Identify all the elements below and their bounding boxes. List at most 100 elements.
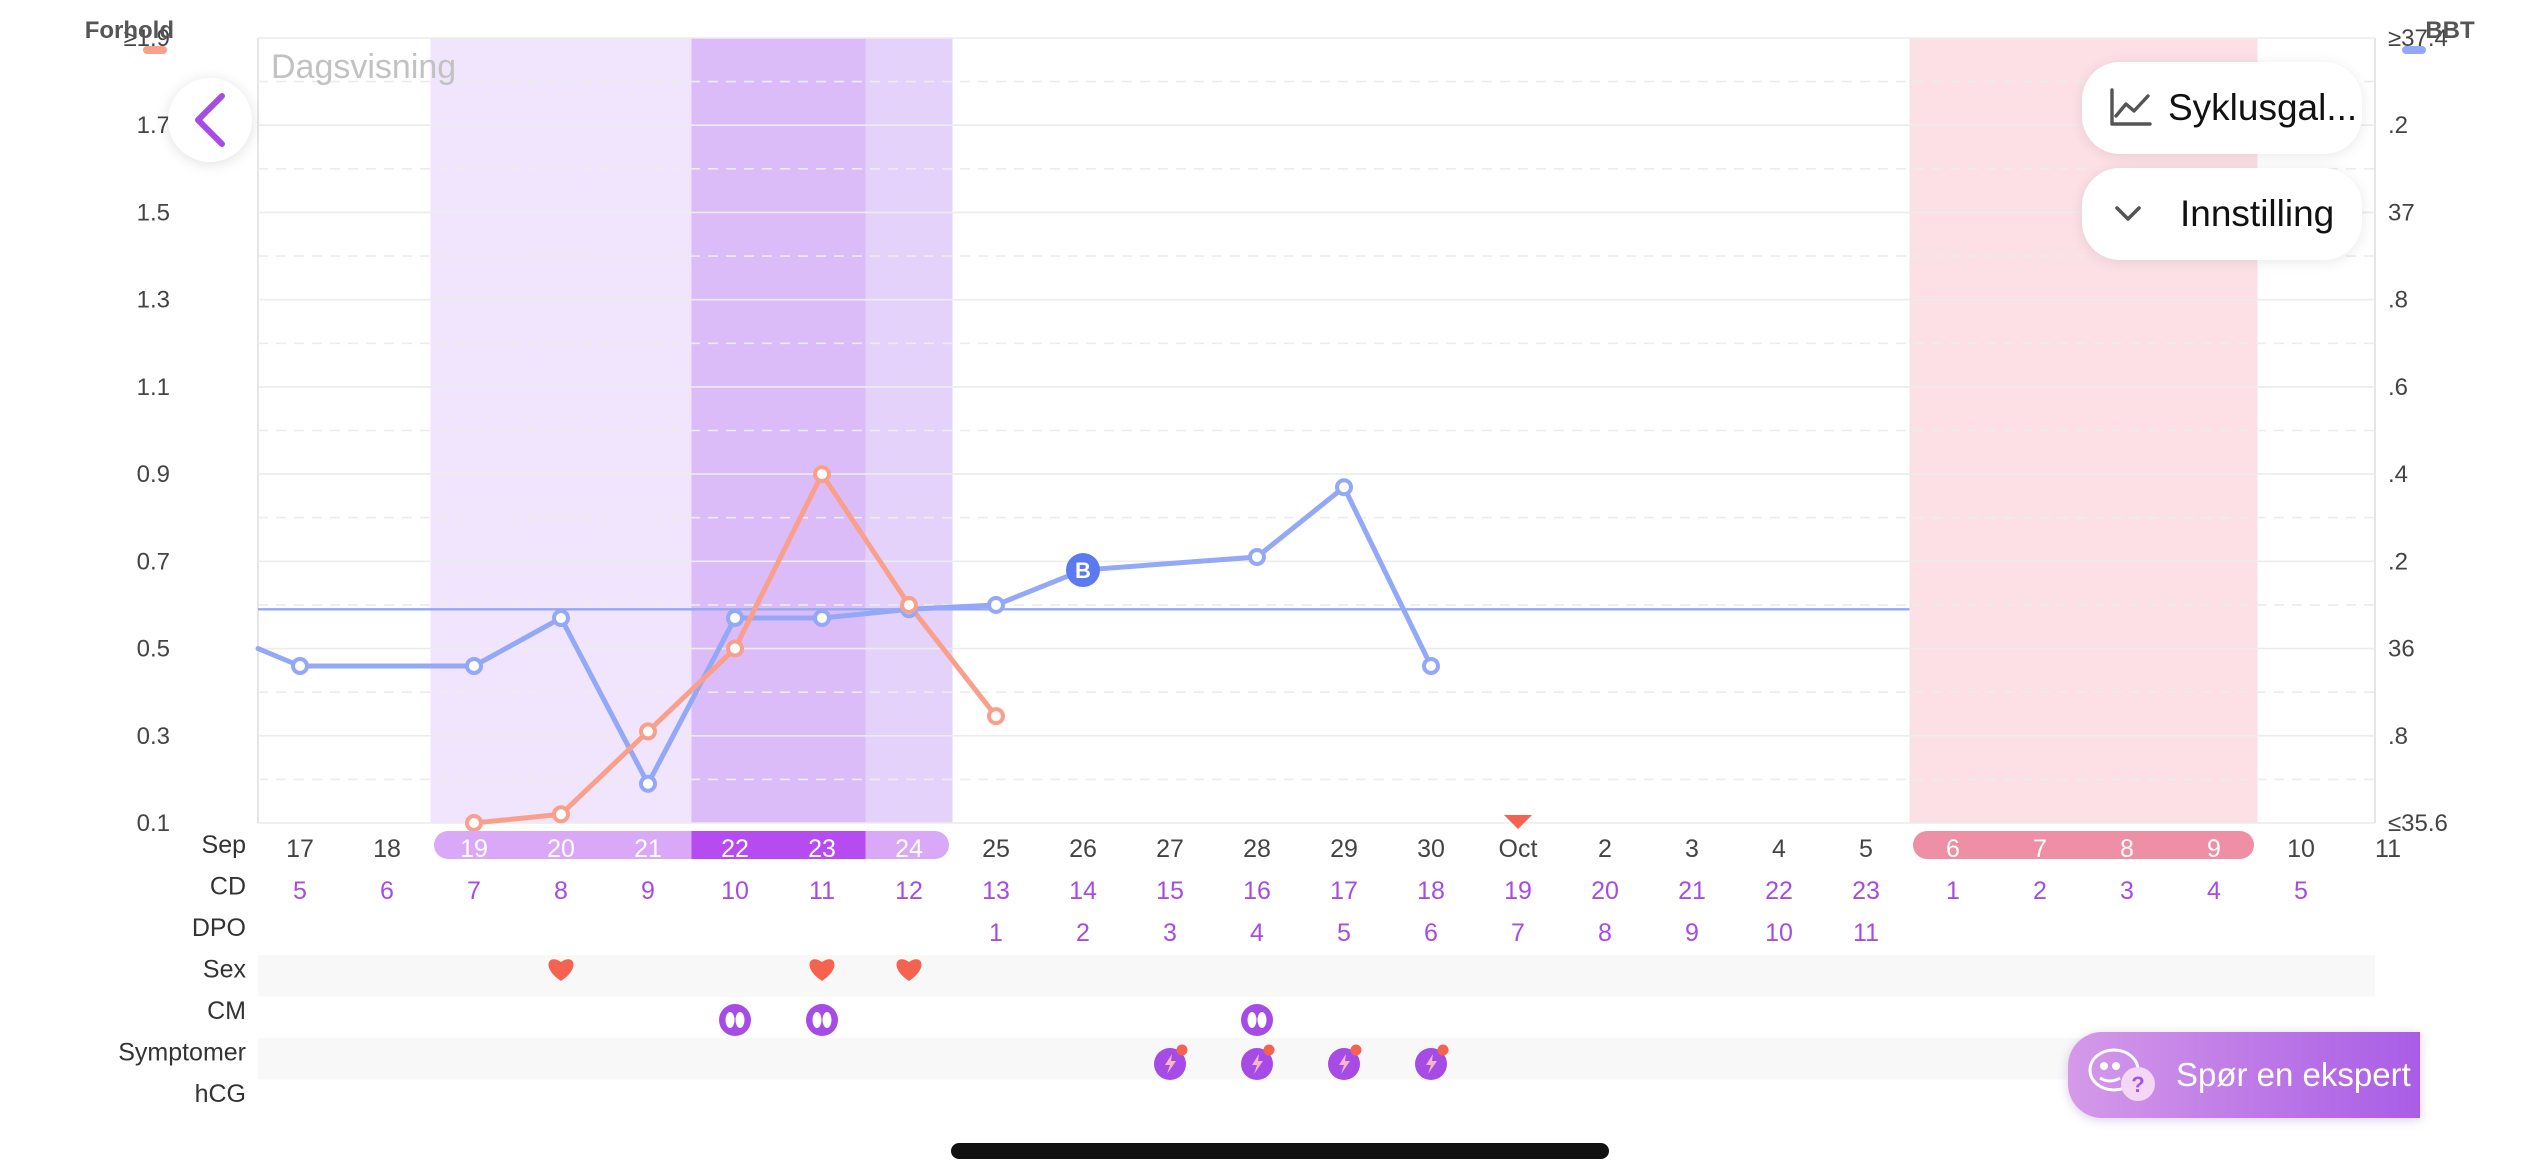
symptom-dot [1437,1044,1449,1056]
cm-icon [1241,1004,1273,1036]
dpo-value: 2 [1076,919,1090,947]
cd-value: 1 [1946,877,1960,905]
right-axis-title: BBT [2425,17,2475,44]
date-label: 6 [1946,835,1960,863]
dpo-value: 4 [1250,919,1264,947]
cd-value: 2 [2033,877,2047,905]
back-button[interactable] [168,78,252,162]
cd-value: 9 [641,877,655,905]
ask-expert-button[interactable]: ? Spør en ekspert [2068,1032,2420,1118]
dpo-value: 10 [1765,919,1793,947]
view-mode-label: Dagsvisning [271,48,456,86]
cd-value: 14 [1069,877,1097,905]
symptoms-row-stripe [258,1038,2375,1080]
bbt-point [1335,478,1353,497]
date-label: 23 [808,835,836,863]
left-tick-label: 0.9 [137,461,170,488]
cd-value: 4 [2207,877,2221,905]
dpo-value: 8 [1598,919,1612,947]
cd-value: 17 [1330,877,1358,905]
date-label: 10 [2287,835,2315,863]
right-tick-label: ≤35.6 [2388,810,2448,837]
dpo-value: 7 [1511,919,1525,947]
symptom-dot [1350,1044,1362,1056]
symptom-bolt-mark [1252,1054,1263,1074]
date-label: Oct [1499,835,1538,863]
bbt-legend-swatch [2402,46,2426,54]
cm-icon [806,1004,838,1036]
left-tick-label: 0.3 [137,723,170,750]
chart-type-label: Syklusgal... [2168,87,2358,128]
date-label: 4 [1772,835,1786,863]
dpo-value: 1 [989,919,1003,947]
date-label: 8 [2120,835,2134,863]
cm-icon-mark [1247,1012,1257,1028]
bbt-point [987,595,1005,614]
left-tick-label: 0.5 [137,636,170,663]
chevron-left-icon [195,93,225,147]
cd-value: 21 [1678,877,1706,905]
left-tick-label: 0.7 [137,548,170,575]
right-tick-label: .4 [2388,461,2408,488]
ovulation-marker-label: B [1075,558,1091,583]
cd-value: 11 [809,877,835,905]
cd-value: 22 [1765,877,1793,905]
cm-icon-mark [725,1012,735,1028]
date-label: 22 [721,835,749,863]
right-tick-label: .2 [2388,548,2408,575]
settings-label: Innstilling [2180,193,2335,234]
left-axis-title: Forhold [85,17,174,44]
symptom-bolt-mark [1165,1054,1176,1074]
heart-icon [809,959,835,981]
sex-row-stripe [258,955,2375,997]
cd-value: 12 [895,877,923,905]
settings-button[interactable]: Innstilling [2082,168,2362,260]
date-label: 17 [286,835,314,863]
symptom-bolt-mark [1426,1054,1437,1074]
ratio-point [726,639,744,658]
bbt-point [1248,547,1266,566]
period-start-marker [1504,815,1532,829]
chevron-down-icon [2115,206,2141,221]
ratio-point [900,595,918,614]
cm-icon-mark [735,1012,745,1028]
right-tick-label: .8 [2388,723,2408,750]
cd-row-label: CD [210,873,246,901]
bbt-point [291,657,309,675]
bbt-point [639,774,657,793]
cm-icon [719,1004,751,1036]
symptoms-row-label: Symptomer [118,1039,246,1067]
date-label: 27 [1156,835,1184,863]
cd-value: 13 [982,877,1010,905]
cd-value: 5 [2294,877,2308,905]
right-tick-label: .2 [2388,112,2408,139]
cd-value: 20 [1591,877,1619,905]
ovulation-marker [1066,553,1100,588]
dpo-row-label: DPO [192,914,246,942]
date-label: 21 [634,835,662,863]
bbt-point [465,657,483,675]
sex-row-label: Sex [203,956,247,984]
left-tick-label: 1.7 [137,112,170,139]
date-label: 30 [1417,835,1445,863]
peak-date-pill [691,831,866,859]
svg-text:?: ? [2131,1072,2144,1097]
period-date-pill [1913,831,2254,859]
date-label: 9 [2207,835,2221,863]
cd-value: 19 [1504,877,1532,905]
date-label: 11 [2375,835,2401,863]
home-indicator [951,1143,1609,1159]
cd-value: 8 [554,877,568,905]
cm-icon-mark [822,1012,832,1028]
cd-value: 18 [1417,877,1445,905]
chart-type-button[interactable]: Syklusgal... [2082,62,2362,154]
date-label: 2 [1598,835,1612,863]
chat-question-icon: ? [2088,1048,2155,1101]
hcg-row-label: hCG [195,1080,246,1108]
date-label: 29 [1330,835,1358,863]
ratio-point [639,722,657,741]
date-label: 24 [895,835,923,863]
ratio-point [987,707,1005,726]
symptom-dot [1176,1044,1188,1056]
cd-value: 7 [467,877,481,905]
